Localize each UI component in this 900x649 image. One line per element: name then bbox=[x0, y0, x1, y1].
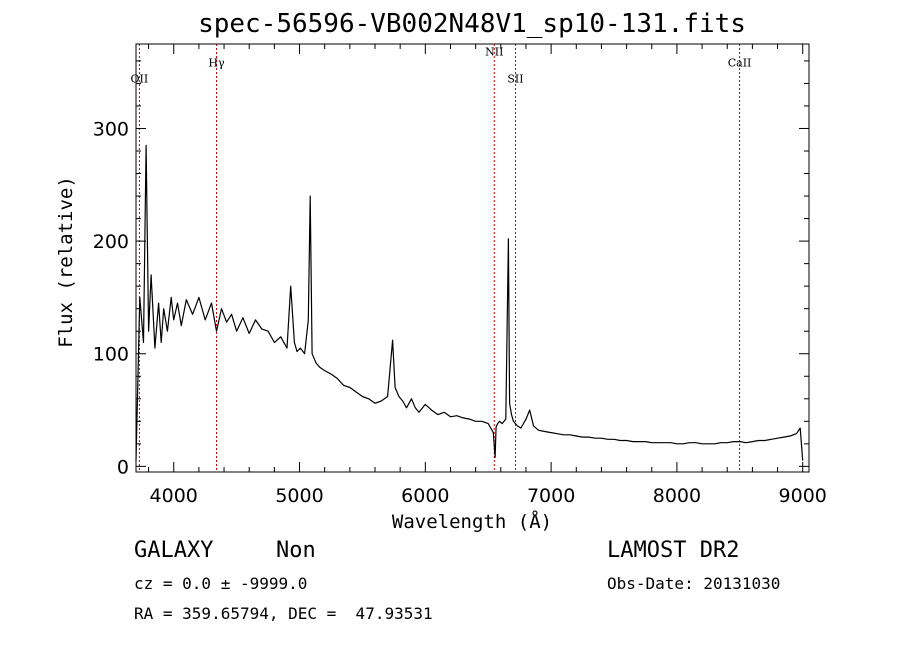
redshift-text: cz = 0.0 ± -9999.0 bbox=[134, 574, 308, 593]
coordinates-text: RA = 359.65794, DEC = 47.93531 bbox=[134, 604, 433, 623]
line-marker-label-3: SII bbox=[507, 72, 523, 85]
line-marker-label-2: NII bbox=[485, 45, 503, 58]
x-tick-label-1: 5000 bbox=[275, 485, 323, 507]
y-tick-label-0: 0 bbox=[117, 456, 129, 478]
y-tick-label-1: 100 bbox=[93, 344, 129, 366]
plot-area: OII Hγ NII SII CaII 4000 5000 6000 7000 8000 9000 0… bbox=[93, 43, 827, 507]
x-tick-label-0: 4000 bbox=[150, 485, 198, 507]
obs-date-text: Obs-Date: 20131030 bbox=[607, 574, 781, 593]
object-subclass: Non bbox=[276, 538, 316, 563]
plot-frame bbox=[135, 43, 810, 473]
line-marker-label-4: CaII bbox=[728, 57, 752, 70]
x-tick-label-5: 9000 bbox=[779, 485, 827, 507]
x-tick-label-3: 7000 bbox=[527, 485, 575, 507]
survey-name: LAMOST DR2 bbox=[607, 538, 740, 563]
line-marker-label-1: Hγ bbox=[208, 57, 225, 70]
y-axis-label: Flux (relative) bbox=[55, 176, 77, 348]
x-axis-label: Wavelength (Å) bbox=[392, 510, 552, 533]
object-class: GALAXY bbox=[134, 538, 214, 563]
y-tick-label-2: 200 bbox=[93, 231, 129, 253]
chart-title: spec-56596-VB002N48V1_sp10-131.fits bbox=[198, 9, 746, 39]
y-tick-label-3: 300 bbox=[93, 118, 129, 140]
line-marker-label-0: OII bbox=[131, 72, 149, 85]
x-tick-label-4: 8000 bbox=[653, 485, 701, 507]
spectrum-line bbox=[135, 144, 804, 461]
x-tick-label-2: 6000 bbox=[401, 485, 449, 507]
